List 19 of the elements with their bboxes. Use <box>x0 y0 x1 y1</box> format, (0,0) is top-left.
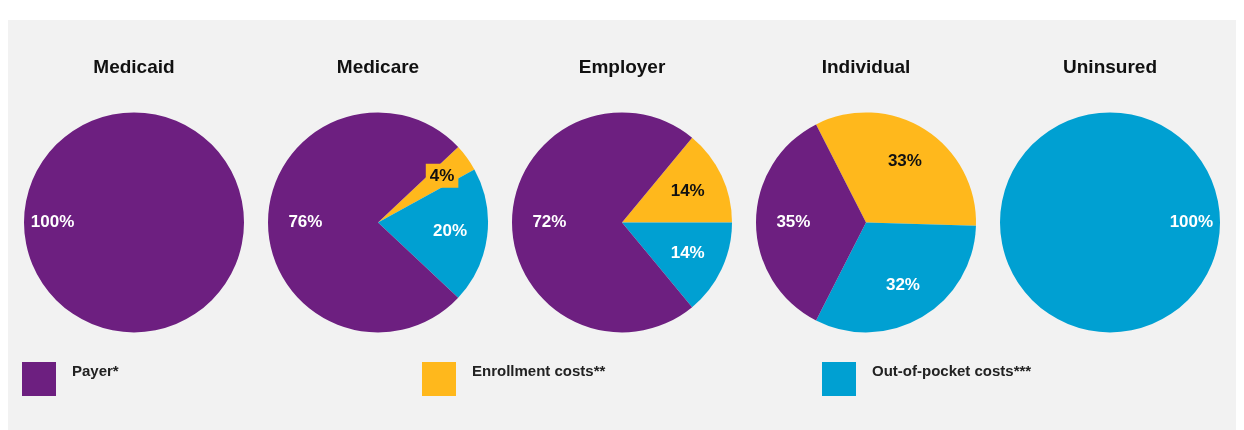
data-label: 76% <box>288 212 323 232</box>
data-label: 35% <box>776 212 811 232</box>
chart-title: Uninsured <box>1063 55 1157 77</box>
data-label: 72% <box>532 212 567 232</box>
chart-title: Medicare <box>336 55 420 77</box>
chart-title: Employer <box>578 55 666 77</box>
data-label: 32% <box>885 274 920 294</box>
data-label: 4% <box>429 165 455 185</box>
data-label: 14% <box>670 181 705 201</box>
chart-title: Medicaid <box>93 55 175 77</box>
legend-label: Payer* <box>72 362 119 379</box>
chart-title: Individual <box>821 55 911 77</box>
data-label: 20% <box>433 221 468 241</box>
data-label: 100% <box>1169 212 1214 232</box>
data-label: 33% <box>887 150 922 170</box>
data-label: 14% <box>670 243 705 262</box>
data-label: 100% <box>30 212 75 232</box>
legend-label: Out-of-pocket costs*** <box>872 362 1032 379</box>
legend-label: Enrollment costs** <box>472 362 606 379</box>
